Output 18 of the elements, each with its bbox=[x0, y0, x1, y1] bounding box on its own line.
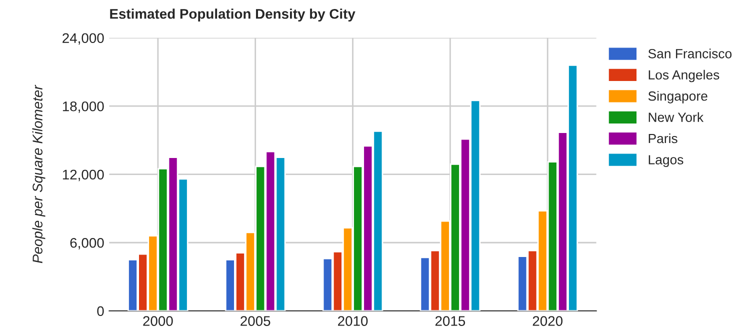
y-tick-label: 18,000 bbox=[62, 101, 104, 113]
x-tick-label: 2000 bbox=[143, 316, 173, 326]
x-tick-label: 2015 bbox=[435, 316, 466, 326]
legend-label: Los Angeles bbox=[648, 70, 720, 82]
y-tick-label: 12,000 bbox=[62, 170, 104, 182]
chart-title: Estimated Population Density by City bbox=[110, 8, 356, 22]
y-tick-label: 24,000 bbox=[62, 33, 104, 45]
legend-label: Paris bbox=[648, 133, 678, 144]
y-tick-label: 0 bbox=[97, 306, 104, 316]
x-tick-label: 2010 bbox=[338, 316, 368, 326]
x-tick-label: 2020 bbox=[532, 316, 563, 326]
y-axis-title: People per Square Kilometer bbox=[32, 84, 46, 264]
x-tick-label: 2005 bbox=[240, 316, 270, 326]
legend-label: San Francisco bbox=[648, 48, 732, 58]
legend-label: Lagos bbox=[648, 155, 684, 168]
y-tick-label: 6,000 bbox=[70, 238, 104, 250]
legend-label: Singapore bbox=[648, 91, 708, 104]
legend-label: New York bbox=[648, 112, 704, 122]
